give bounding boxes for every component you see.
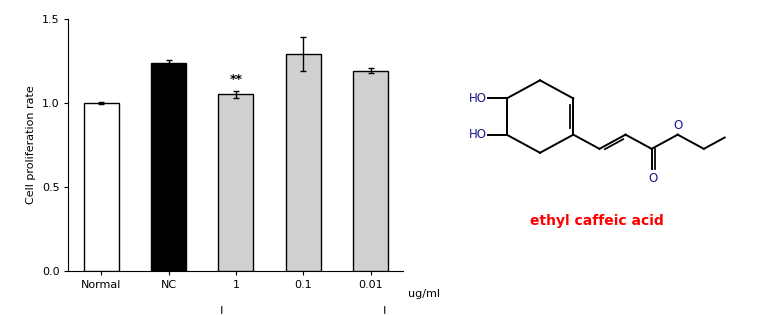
Bar	[353, 71, 388, 271]
Bar	[84, 103, 119, 271]
Text: HO: HO	[469, 128, 486, 141]
Text: HO: HO	[469, 92, 486, 105]
Text: ug/ml: ug/ml	[408, 289, 440, 299]
Text: ethyl caffeic acid: ethyl caffeic acid	[530, 214, 664, 227]
Bar	[151, 63, 186, 271]
Y-axis label: Cell proliferation rate: Cell proliferation rate	[27, 86, 37, 204]
Text: O: O	[648, 172, 658, 185]
Bar	[285, 54, 321, 271]
Text: O: O	[673, 119, 683, 132]
Text: **: **	[229, 73, 243, 86]
Bar	[218, 94, 253, 271]
